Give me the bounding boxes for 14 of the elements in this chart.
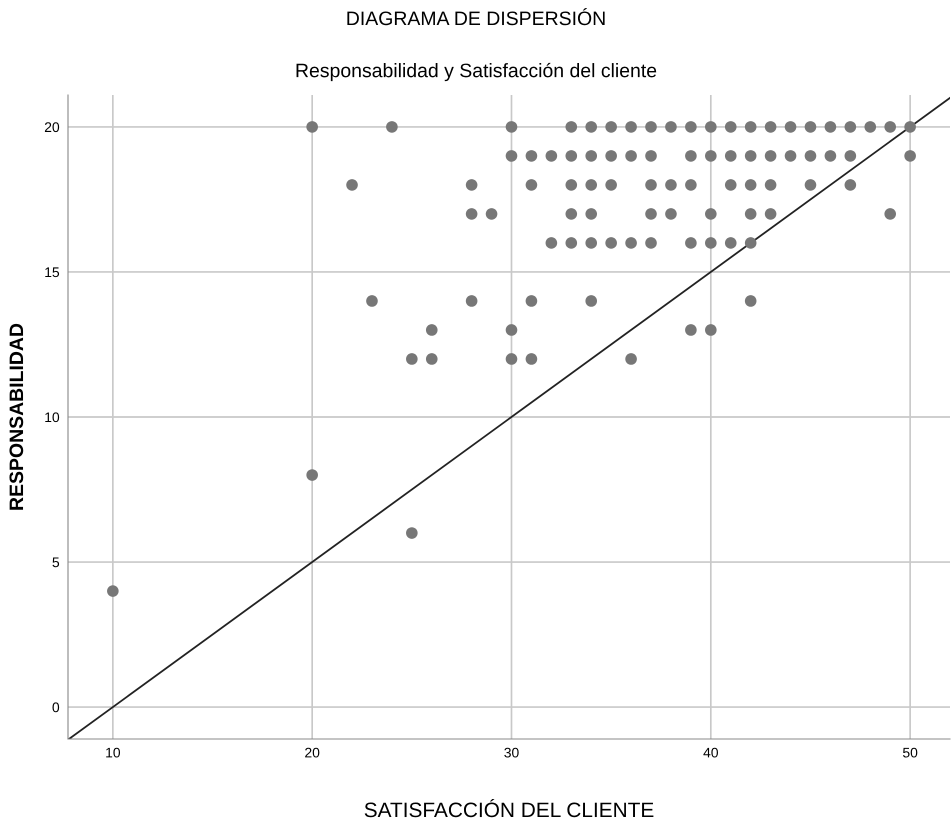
x-axis-title: SATISFACCIÓN DEL CLIENTE (364, 798, 654, 818)
x-tick-label: 50 (902, 748, 918, 758)
chart-title: DIAGRAMA DE DISPERSIÓN (347, 8, 605, 26)
x-tick-label: 10 (106, 748, 120, 758)
y-tick-label: 5 (52, 558, 60, 568)
y-tick-label: 10 (45, 412, 60, 422)
y-tick-label: 0 (52, 702, 60, 712)
y-tick-label: 20 (44, 122, 60, 132)
x-tick-label: 40 (703, 748, 718, 758)
x-tick-label: 30 (504, 748, 519, 758)
chart-subtitle: Responsabilidad y Satisfacción del cliente (296, 62, 656, 82)
y-tick-label: 15 (45, 267, 60, 278)
x-tick-label: 20 (305, 748, 320, 758)
y-axis-title: RESPONSABILIDAD (9, 324, 24, 510)
